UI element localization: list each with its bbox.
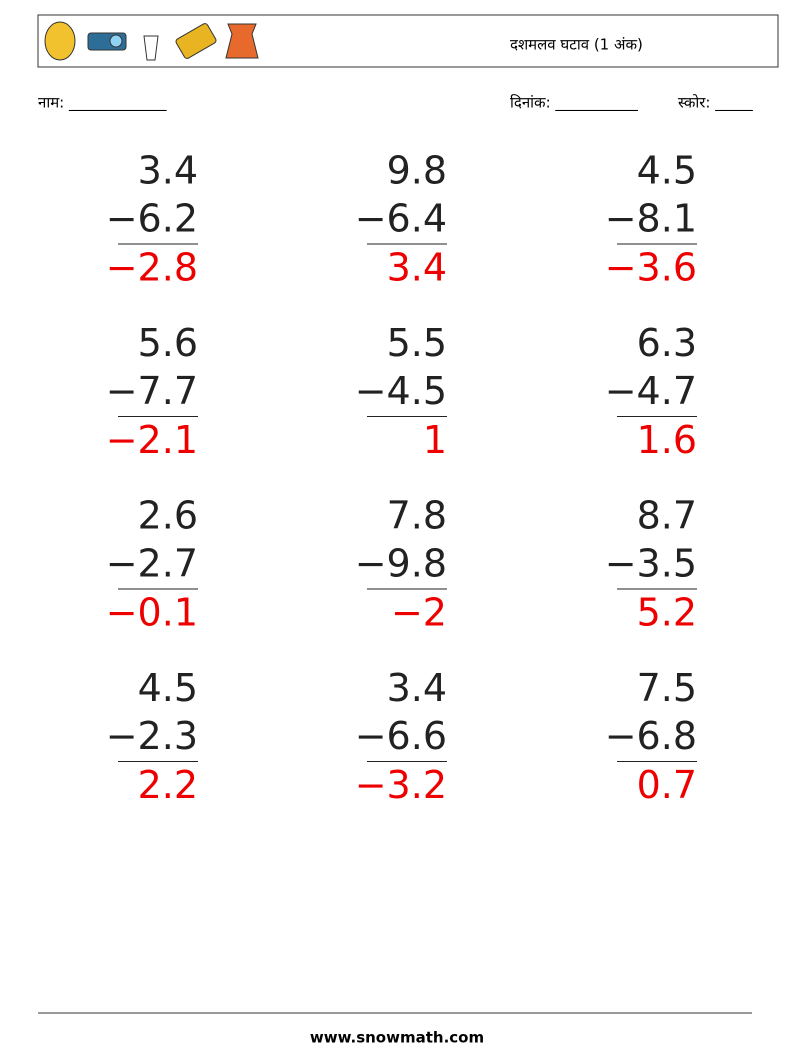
header-box	[37, 14, 779, 68]
problem-top: 3.4	[387, 666, 447, 710]
problem-answer: −0.1	[106, 591, 198, 635]
problem-answer: −2.1	[106, 418, 198, 462]
problem-top: 7.8	[387, 494, 447, 538]
problem-bottom: −6.4	[355, 197, 447, 241]
problem-bottom: −4.5	[355, 369, 447, 413]
problem-answer: 0.7	[637, 763, 697, 807]
problem-bottom: −6.8	[605, 714, 697, 758]
problem-bottom: −7.7	[106, 369, 198, 413]
problem-answer: 1	[423, 418, 447, 462]
problem-top: 4.5	[138, 666, 198, 710]
date-field: दिनांक: ___________	[510, 94, 638, 113]
problem-top: 5.5	[387, 321, 447, 365]
problem-answer: −2	[391, 591, 447, 635]
problem-top: 4.5	[637, 149, 697, 193]
problem-bottom: −4.7	[605, 369, 697, 413]
problem-top: 5.6	[138, 321, 198, 365]
problem-top: 2.6	[138, 494, 198, 538]
problem-top: 6.3	[637, 321, 697, 365]
problem-bottom: −6.6	[355, 714, 447, 758]
header-icons	[44, 21, 259, 61]
problem-answer: 1.6	[637, 418, 697, 462]
problem-bottom: −8.1	[605, 197, 697, 241]
problem-answer: 5.2	[637, 591, 697, 635]
problem-top: 9.8	[387, 149, 447, 193]
problem-answer: −3.6	[605, 246, 697, 290]
problem-answer: −2.8	[106, 246, 198, 290]
problem-bottom: −9.8	[355, 542, 447, 586]
problem-answer: 3.4	[387, 246, 447, 290]
problem-bottom: −2.7	[106, 542, 198, 586]
score-field: स्कोर: _____	[678, 94, 753, 113]
problem-top: 3.4	[138, 149, 198, 193]
name-field: नाम: _____________	[38, 94, 167, 113]
footer-site: www.snowmath.com	[310, 1029, 484, 1047]
problem-answer: 2.2	[138, 763, 198, 807]
problem-bottom: −2.3	[106, 714, 198, 758]
problem-bottom: −3.5	[605, 542, 697, 586]
problem-top: 8.7	[637, 494, 697, 538]
problem-top: 7.5	[637, 666, 697, 710]
problem-answer: −3.2	[355, 763, 447, 807]
header-title: दशमलव घटाव (1 अंक)	[510, 36, 643, 54]
problem-bottom: −6.2	[106, 197, 198, 241]
